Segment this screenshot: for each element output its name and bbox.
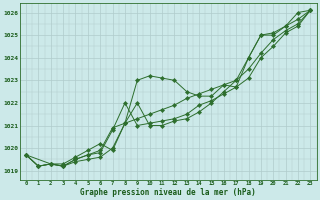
X-axis label: Graphe pression niveau de la mer (hPa): Graphe pression niveau de la mer (hPa) [80,188,256,197]
